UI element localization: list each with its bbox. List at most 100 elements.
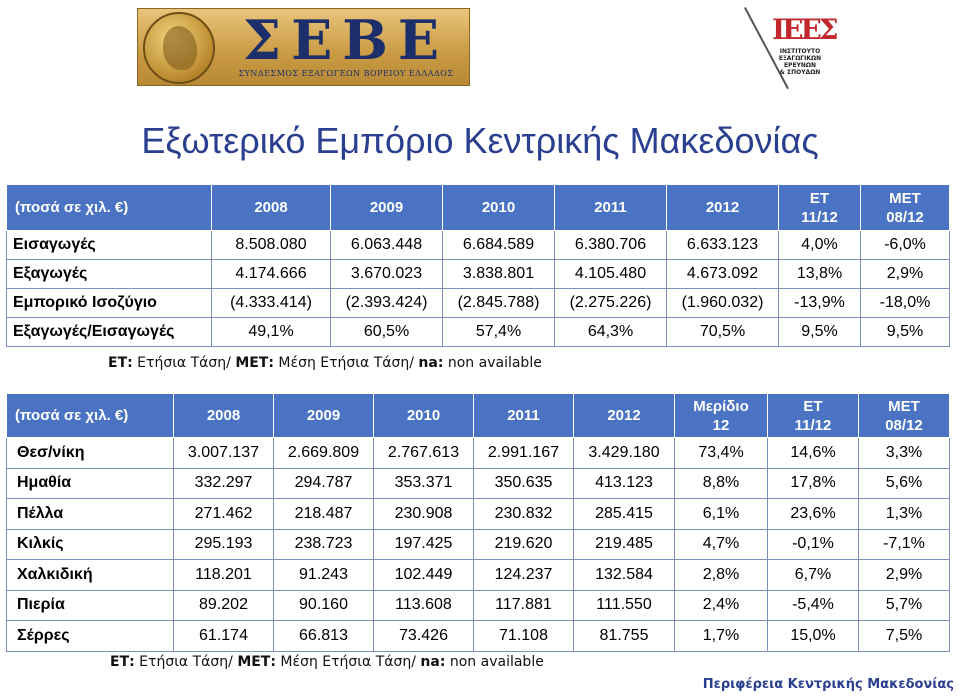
table-cell: (2.393.424): [330, 288, 443, 318]
row-label: Πέλλα: [6, 498, 174, 530]
ieeys-logo-mark: ΙΕΕΣ: [772, 13, 839, 46]
table-cell: 66.813: [273, 620, 374, 652]
table-row: Εξαγωγές/Εισαγωγές 49,1% 60,5% 57,4% 64,3% 70…: [6, 317, 950, 347]
table-cell: 111.550: [573, 589, 675, 621]
row-label: Εμπορικό Ισοζύγιο: [6, 288, 212, 318]
footer-region-name: Περιφέρεια Κεντρικής Μακεδονίας: [702, 677, 954, 692]
table-cell: 14,6%: [767, 437, 859, 469]
trade-summary-table: (ποσά σε χιλ. €) 2008 2009 2010 2011 2012 ΕΤ 11…: [6, 184, 950, 347]
table-cell: 6.063.448: [330, 230, 443, 260]
table-cell: 4,7%: [674, 528, 768, 560]
ieeys-line: ΙΝΣΤΙΤΟΥΤΟ: [779, 48, 821, 55]
table-cell: 6,1%: [674, 498, 768, 530]
table-cell: 4.174.666: [211, 259, 331, 289]
table-cell: 23,6%: [767, 498, 859, 530]
table-cell: 4,0%: [778, 230, 861, 260]
table-cell: 124.237: [473, 559, 574, 591]
column-header: 2010: [442, 184, 555, 231]
note-et-key: ΕΤ:: [108, 355, 133, 371]
note-na-key: na:: [418, 355, 444, 371]
note-et-key: ΕΤ:: [110, 654, 135, 670]
table-cell: 3.838.801: [442, 259, 555, 289]
column-header: ΜΕΤ 08/12: [860, 184, 950, 231]
column-header: 2012: [573, 393, 675, 438]
table-cell: 2,4%: [674, 589, 768, 621]
column-header: 2009: [273, 393, 374, 438]
table-cell: 238.723: [273, 528, 374, 560]
table-header-row: (ποσά σε χιλ. €) 2008 2009 2010 2011 2012 ΕΤ 11…: [6, 184, 950, 231]
table-cell: 219.620: [473, 528, 574, 560]
table-cell: -0,1%: [767, 528, 859, 560]
table-cell: -6,0%: [860, 230, 950, 260]
table-cell: 102.449: [373, 559, 474, 591]
table-cell: 5,6%: [858, 467, 950, 499]
table-cell: 90.160: [273, 589, 374, 621]
column-header: 2009: [330, 184, 443, 231]
column-header: Μερίδιο 12: [674, 393, 768, 438]
table-cell: 113.608: [373, 589, 474, 621]
table-cell: 70,5%: [666, 317, 779, 347]
row-label: Πιερία: [6, 589, 174, 621]
note-et-text: Ετήσια Τάση/: [134, 654, 238, 670]
table-cell: 2,9%: [860, 259, 950, 289]
table-cell: 60,5%: [330, 317, 443, 347]
table-cell: 13,8%: [778, 259, 861, 289]
table-cell: 91.243: [273, 559, 374, 591]
sebe-logo-letters: ΣΕΒΕ: [242, 8, 450, 72]
table-cell: -18,0%: [860, 288, 950, 318]
note-met-text: Μέση Ετήσια Τάση/: [275, 654, 421, 670]
page-title: Εξωτερικό Εμπόριο Κεντρικής Μακεδονίας: [141, 120, 819, 161]
table-cell: 3.429.180: [573, 437, 675, 469]
table-cell: 285.415: [573, 498, 675, 530]
table-cell: 295.193: [173, 528, 274, 560]
table-row: Πέλλα 271.462 218.487 230.908 230.832 285.415…: [6, 498, 950, 530]
table-cell: (2.845.788): [442, 288, 555, 318]
column-header: (ποσά σε χιλ. €): [6, 393, 174, 438]
table-cell: 61.174: [173, 620, 274, 652]
table-cell: 118.201: [173, 559, 274, 591]
table-row: Εξαγωγές 4.174.666 3.670.023 3.838.801 4.105…: [6, 259, 950, 289]
table-cell: 89.202: [173, 589, 274, 621]
table-cell: 2,8%: [674, 559, 768, 591]
note-met-key: ΜΕΤ:: [237, 654, 276, 670]
row-label: Ημαθία: [6, 467, 174, 499]
table-cell: 3.670.023: [330, 259, 443, 289]
row-label: Χαλκιδική: [6, 559, 174, 591]
table-cell: -5,4%: [767, 589, 859, 621]
table-cell: (2.275.226): [554, 288, 667, 318]
column-header: ΜΕΤ 08/12: [858, 393, 950, 438]
note-met-text: Μέση Ετήσια Τάση/: [273, 355, 419, 371]
note-et-text: Ετήσια Τάση/: [132, 355, 236, 371]
table-cell: 9,5%: [778, 317, 861, 347]
table-row: Πιερία 89.202 90.160 113.608 117.881 111.550 2…: [6, 589, 950, 621]
table-cell: 2.767.613: [373, 437, 474, 469]
table-cell: 332.297: [173, 467, 274, 499]
table-cell: 294.787: [273, 467, 374, 499]
table-cell: 117.881: [473, 589, 574, 621]
column-header: (ποσά σε χιλ. €): [6, 184, 212, 231]
table-cell: 64,3%: [554, 317, 667, 347]
column-header: 2012: [666, 184, 779, 231]
table-cell: 9,5%: [860, 317, 950, 347]
row-label: Θεσ/νίκη: [6, 437, 174, 469]
table-cell: 197.425: [373, 528, 474, 560]
note-na-text: non available: [445, 654, 544, 670]
table-row: Χαλκιδική 118.201 91.243 102.449 124.237 132.…: [6, 559, 950, 591]
row-label: Κιλκίς: [6, 528, 174, 560]
table-cell: 3.007.137: [173, 437, 274, 469]
table-row: Κιλκίς 295.193 238.723 197.425 219.620 219.48…: [6, 528, 950, 560]
table-cell: 73.426: [373, 620, 474, 652]
table-header-row: (ποσά σε χιλ. €) 2008 2009 2010 2011 2012 Μερί…: [6, 393, 950, 438]
note-met-key: ΜΕΤ:: [235, 355, 274, 371]
table-row: Εμπορικό Ισοζύγιο (4.333.414) (2.393.424)(…: [6, 288, 950, 318]
column-header: 2010: [373, 393, 474, 438]
abbreviation-note: ΕΤ: Ετήσια Τάση/ ΜΕΤ: Μέση Ετήσια Τάση/ …: [110, 654, 544, 670]
row-label: Εξαγωγές: [6, 259, 212, 289]
table-cell: 2.991.167: [473, 437, 574, 469]
row-label: Εισαγωγές: [6, 230, 212, 260]
table-row: Σέρρες 61.174 66.813 73.426 71.108 81.755 1,7%…: [6, 620, 950, 652]
table-cell: 2,9%: [858, 559, 950, 591]
table-cell: 271.462: [173, 498, 274, 530]
table-cell: 8,8%: [674, 467, 768, 499]
table-cell: 230.908: [373, 498, 474, 530]
